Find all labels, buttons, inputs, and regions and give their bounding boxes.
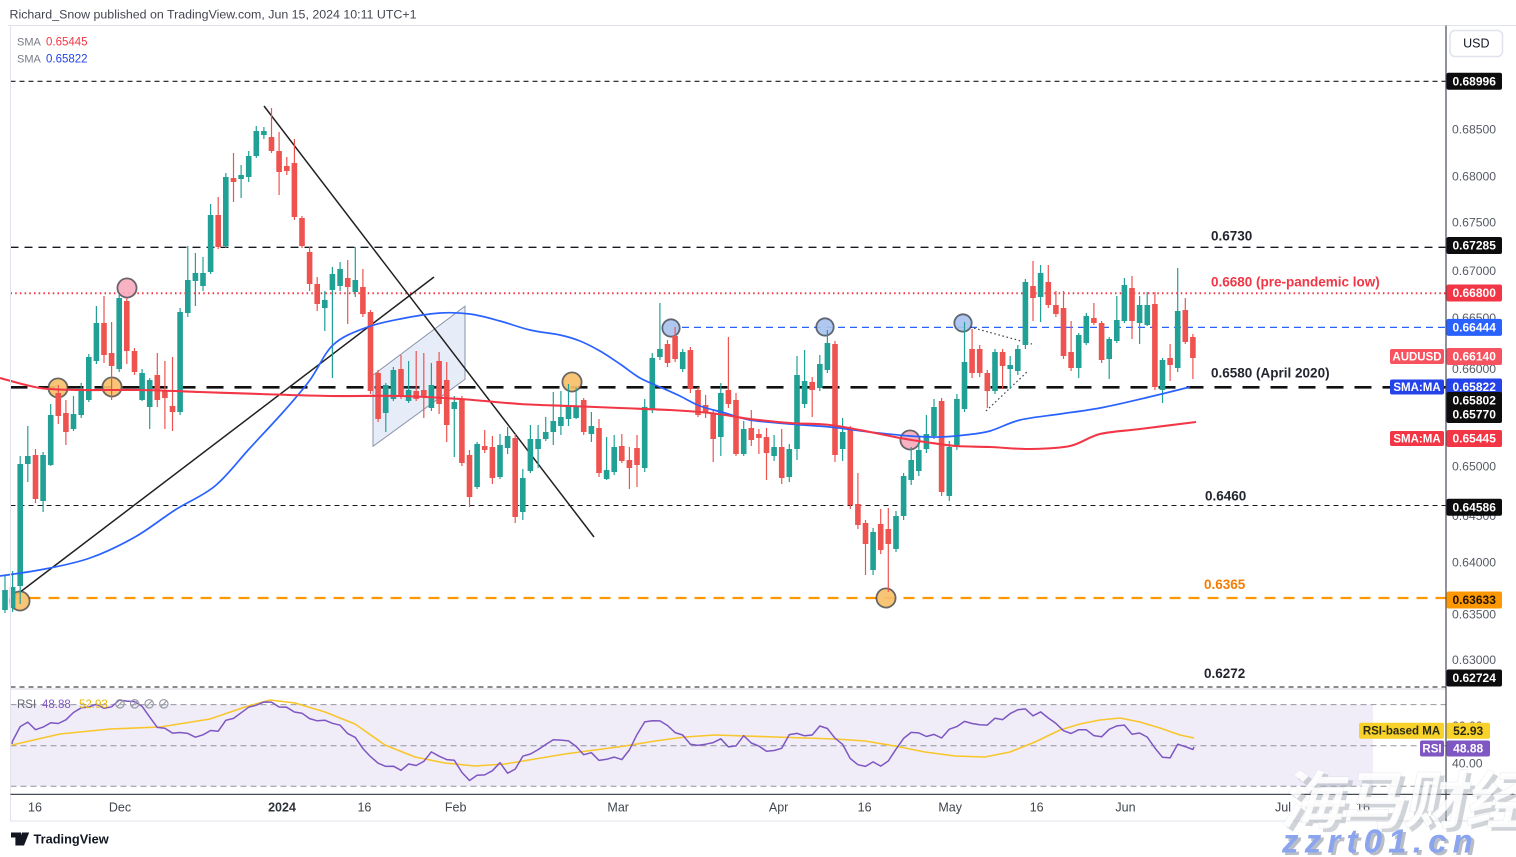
svg-text:0.65770: 0.65770 xyxy=(1453,408,1497,422)
svg-text:40.00: 40.00 xyxy=(1452,756,1483,770)
svg-text:USD: USD xyxy=(1463,37,1489,51)
svg-text:RSI-based MA: RSI-based MA xyxy=(1363,726,1440,738)
svg-text:16: 16 xyxy=(858,801,872,815)
svg-text:0.6272: 0.6272 xyxy=(1204,666,1245,681)
svg-text:0.66444: 0.66444 xyxy=(1453,321,1497,335)
svg-text:0.67000: 0.67000 xyxy=(1452,264,1496,278)
svg-text:0.68996: 0.68996 xyxy=(1453,75,1497,89)
svg-text:0.65822: 0.65822 xyxy=(46,54,88,66)
svg-text:May: May xyxy=(938,801,962,815)
svg-text:0.63500: 0.63500 xyxy=(1452,607,1496,621)
svg-text:48.88: 48.88 xyxy=(42,699,71,711)
svg-text:TradingView: TradingView xyxy=(34,832,109,847)
svg-text:0.66800: 0.66800 xyxy=(1453,286,1497,300)
svg-text:0.66000: 0.66000 xyxy=(1452,362,1496,376)
svg-text:0.6365: 0.6365 xyxy=(1204,577,1246,592)
svg-text:0.64000: 0.64000 xyxy=(1452,555,1496,569)
svg-text:0.6580 (April 2020): 0.6580 (April 2020) xyxy=(1211,366,1330,381)
svg-text:0.65445: 0.65445 xyxy=(1453,432,1497,446)
svg-text:16: 16 xyxy=(357,801,371,815)
svg-text:Feb: Feb xyxy=(445,801,467,815)
svg-text:0.65000: 0.65000 xyxy=(1452,459,1496,473)
svg-text:48.88: 48.88 xyxy=(1453,742,1483,756)
svg-text:52.93: 52.93 xyxy=(79,699,108,711)
svg-text:16: 16 xyxy=(1030,801,1044,815)
svg-text:2024: 2024 xyxy=(268,801,296,815)
svg-text:0.6680 (pre-pandemic low): 0.6680 (pre-pandemic low) xyxy=(1211,275,1380,290)
svg-text:zzrt01.cn: zzrt01.cn xyxy=(1281,823,1479,857)
svg-text:SMA:MA: SMA:MA xyxy=(1393,434,1440,446)
svg-text:Jun: Jun xyxy=(1115,801,1135,815)
svg-text:0.67285: 0.67285 xyxy=(1453,239,1497,253)
svg-text:0.63000: 0.63000 xyxy=(1452,653,1496,667)
svg-text:0.65802: 0.65802 xyxy=(1453,394,1497,408)
svg-text:0.64586: 0.64586 xyxy=(1453,501,1497,515)
svg-text:Dec: Dec xyxy=(109,801,131,815)
svg-text:RSI: RSI xyxy=(17,699,36,711)
svg-text:SMA: SMA xyxy=(17,37,42,49)
svg-text:0.62724: 0.62724 xyxy=(1453,671,1497,685)
svg-text:0.63633: 0.63633 xyxy=(1453,593,1497,607)
svg-text:SMA: SMA xyxy=(17,54,42,66)
svg-text:RSI: RSI xyxy=(1422,744,1441,756)
svg-text:16: 16 xyxy=(28,801,42,815)
svg-text:Jul: Jul xyxy=(1275,801,1291,815)
svg-text:0.65445: 0.65445 xyxy=(46,37,88,49)
svg-text:Richard_Snow published on Trad: Richard_Snow published on TradingView.co… xyxy=(10,7,417,21)
svg-text:zzrt01.cn: zzrt01.cn xyxy=(1284,825,1482,857)
svg-text:0.66140: 0.66140 xyxy=(1453,350,1497,364)
svg-text:SMA:MA: SMA:MA xyxy=(1393,382,1440,394)
svg-text:0.6460: 0.6460 xyxy=(1205,489,1246,504)
svg-text:52.93: 52.93 xyxy=(1453,724,1483,738)
svg-text:0.68500: 0.68500 xyxy=(1452,123,1496,137)
svg-text:0.68000: 0.68000 xyxy=(1452,169,1496,183)
svg-text:0.65822: 0.65822 xyxy=(1453,380,1497,394)
svg-text:0.6730: 0.6730 xyxy=(1211,229,1252,244)
svg-text:Apr: Apr xyxy=(769,801,788,815)
svg-text:0.67500: 0.67500 xyxy=(1452,216,1496,230)
svg-text:Mar: Mar xyxy=(607,801,629,815)
svg-text:AUDUSD: AUDUSD xyxy=(1392,352,1441,364)
